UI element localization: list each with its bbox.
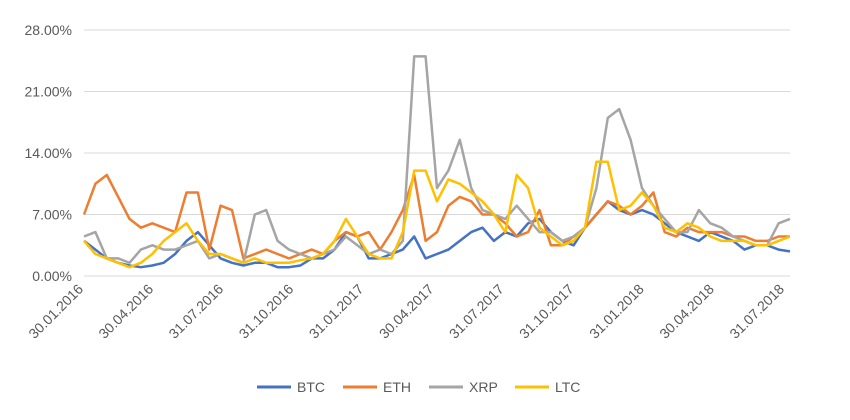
legend-label-eth: ETH bbox=[383, 379, 411, 395]
x-tick-label: 31.07.2017 bbox=[446, 281, 507, 342]
y-axis-ticks: 0.00% 7.00% 14.00% 21.00% 28.00% bbox=[25, 22, 72, 284]
x-tick-label: 30.04.2017 bbox=[376, 281, 437, 342]
x-tick-label: 30.04.2016 bbox=[95, 281, 156, 342]
x-tick-label: 31.07.2018 bbox=[726, 281, 787, 342]
series-line-eth bbox=[82, 173, 790, 260]
y-tick-label: 7.00% bbox=[32, 207, 72, 223]
legend-label-xrp: XRP bbox=[469, 379, 498, 395]
x-tick-label: 31.01.2018 bbox=[586, 281, 647, 342]
series-line-btc bbox=[83, 200, 791, 269]
series-lines bbox=[82, 55, 791, 269]
y-tick-label: 14.00% bbox=[25, 145, 72, 161]
x-tick-label: 31.10.2017 bbox=[516, 281, 577, 342]
legend-label-ltc: LTC bbox=[555, 379, 580, 395]
legend: BTC ETH XRP LTC bbox=[257, 379, 580, 395]
x-axis-ticks: 30.01.2016 30.04.2016 31.07.2016 31.10.2016… bbox=[25, 281, 787, 342]
y-tick-label: 21.00% bbox=[25, 84, 72, 100]
legend-label-btc: BTC bbox=[297, 379, 325, 395]
x-tick-label: 30.01.2016 bbox=[25, 281, 86, 342]
series-line-ltc bbox=[83, 160, 791, 269]
x-tick-label: 31.07.2016 bbox=[165, 281, 226, 342]
x-tick-label: 31.10.2016 bbox=[236, 281, 297, 342]
y-tick-label: 0.00% bbox=[32, 268, 72, 284]
y-tick-label: 28.00% bbox=[25, 22, 72, 38]
x-tick-label: 30.04.2018 bbox=[656, 281, 717, 342]
x-tick-label: 31.01.2017 bbox=[306, 281, 367, 342]
